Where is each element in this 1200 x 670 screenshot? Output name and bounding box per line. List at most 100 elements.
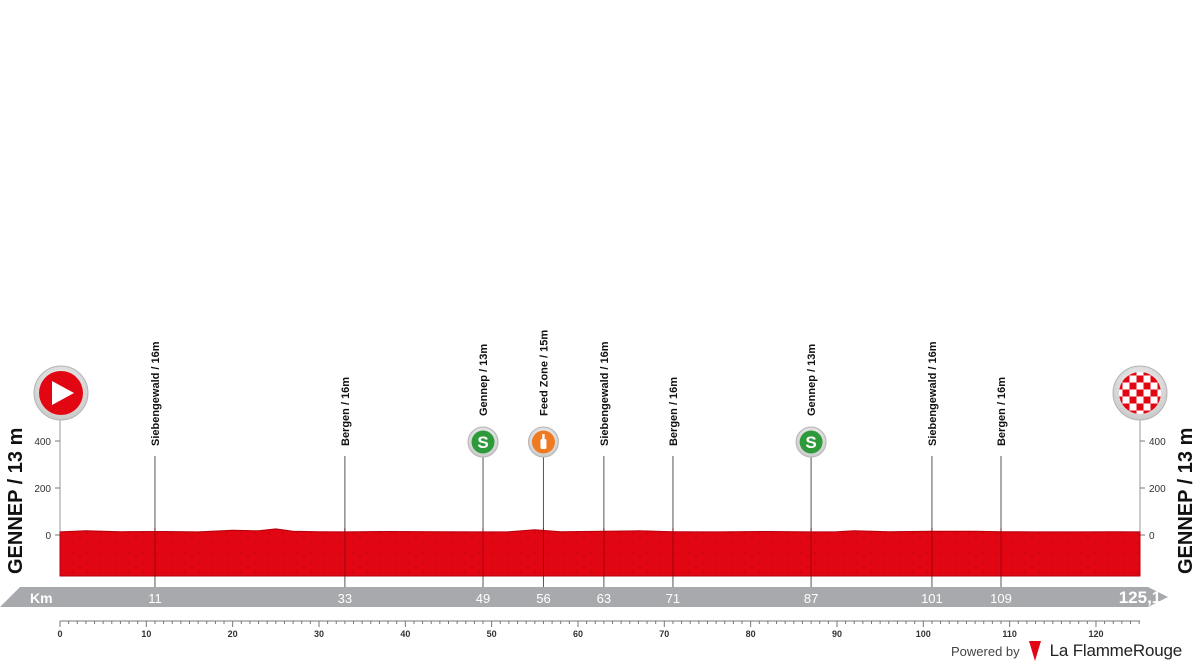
flamme-rouge-logo-icon: [1028, 641, 1041, 661]
checker-square: [1129, 389, 1137, 397]
checker-square: [1122, 382, 1130, 390]
feed-bottle-neck: [542, 434, 545, 439]
checker-square: [1129, 372, 1137, 376]
start-location-label: GENNEP / 13 m: [5, 428, 27, 574]
checker-square: [1119, 382, 1123, 390]
sprint-disc: [471, 430, 495, 454]
waypoint-km-label: 56: [536, 591, 550, 606]
right-y-tick-label: 200: [1149, 484, 1166, 495]
right-y-tick-label: 0: [1149, 531, 1155, 542]
checker-square: [1136, 375, 1144, 383]
checker-square: [1122, 396, 1130, 404]
checker-square: [1143, 403, 1151, 411]
start-marker-icon: [33, 365, 89, 421]
checker-square: [1136, 403, 1144, 411]
footer-credit: Powered by La FlammeRouge: [951, 638, 1182, 664]
x-tick-label: 110: [1002, 629, 1017, 639]
checker-square: [1119, 396, 1123, 404]
checker-square: [1143, 389, 1151, 397]
waypoint-km-label: 109: [990, 591, 1012, 606]
elevation-profile-area: [59, 528, 1141, 577]
km-unit-label: Km: [30, 590, 53, 606]
checker-square: [1143, 375, 1151, 383]
sprint-icon: S: [795, 426, 827, 458]
x-tick-label: 0: [57, 629, 62, 639]
waypoint-label: Bergen / 16m: [996, 377, 1008, 446]
checker-square: [1129, 382, 1137, 390]
checker-square: [1136, 410, 1144, 414]
x-tick-label: 40: [400, 629, 410, 639]
x-tick-label: 30: [314, 629, 324, 639]
checker-square: [1150, 403, 1158, 411]
waypoint-label: Gennep / 13m: [806, 344, 818, 416]
checker-square: [1136, 382, 1144, 390]
waypoint-km-label: 87: [804, 591, 818, 606]
checker-square: [1143, 382, 1151, 390]
brand-label: La FlammeRouge: [1049, 641, 1183, 660]
x-tick-label: 70: [659, 629, 669, 639]
checker-square: [1129, 410, 1137, 414]
waypoint-km-label: 33: [338, 591, 352, 606]
x-tick-label: 50: [487, 629, 497, 639]
start-marker-arrow: [52, 381, 74, 405]
feed-bottle-body: [540, 439, 547, 449]
waypoint-label: Feed Zone / 15m: [538, 330, 550, 416]
waypoint-km-label: 11: [148, 591, 162, 606]
sprint-icon: S: [467, 426, 499, 458]
checker-square: [1143, 372, 1151, 376]
checker-square: [1119, 389, 1123, 397]
waypoint-label: Gennep / 13m: [478, 344, 490, 416]
waypoint-km-label: 63: [597, 591, 611, 606]
left-y-tick-label: 200: [34, 484, 51, 495]
checker-square: [1157, 382, 1161, 390]
x-tick-label: 60: [573, 629, 583, 639]
checker-square: [1157, 389, 1161, 397]
checker-square: [1129, 375, 1137, 383]
checker-square: [1136, 396, 1144, 404]
checker-square: [1150, 389, 1158, 397]
distance-bar: [0, 587, 1168, 607]
powered-by-label: Powered by: [951, 643, 1020, 659]
waypoint-km-label: 49: [476, 591, 490, 606]
distance-bar-layer: Km 11 33 49 56 63 71 87 101 109 125,1: [0, 587, 1168, 607]
checker-square: [1129, 403, 1137, 411]
waypoint-label: Siebengewald / 16m: [927, 341, 939, 446]
x-tick-label: 10: [141, 629, 151, 639]
waypoint-km-label: 71: [666, 591, 680, 606]
checker-square: [1143, 396, 1151, 404]
sprint-letter: S: [805, 433, 816, 452]
profile-layer: [59, 528, 1141, 577]
x-tick-label: 120: [1088, 629, 1103, 639]
checker-square: [1143, 410, 1151, 414]
finish-location-label: GENNEP / 13 m: [1175, 428, 1197, 574]
left-y-tick-label: 400: [34, 437, 51, 448]
checker-square: [1136, 372, 1144, 376]
checker-square: [1150, 396, 1158, 404]
checker-square: [1136, 389, 1144, 397]
axes-layer: 0 0 200 200 400 400 0 10 20 30 40 50 60 70 80 90 100 110 1…: [34, 418, 1166, 639]
checker-square: [1150, 382, 1158, 390]
checker-square: [1157, 396, 1161, 404]
checker-square: [1150, 375, 1158, 383]
checker-square: [1122, 375, 1130, 383]
checker-square: [1122, 403, 1130, 411]
sprint-letter: S: [477, 433, 488, 452]
sprint-disc: [799, 430, 823, 454]
labels-layer: Siebengewald / 16m Bergen / 16m Gennep / 1…: [5, 330, 1197, 574]
x-tick-label: 20: [228, 629, 238, 639]
waypoint-label: Bergen / 16m: [668, 377, 680, 446]
x-tick-label: 80: [746, 629, 756, 639]
right-y-tick-label: 400: [1149, 437, 1166, 448]
feed-zone-icon: [527, 426, 559, 458]
waypoint-km-label: 101: [921, 591, 943, 606]
checker-square: [1122, 389, 1130, 397]
waypoint-label: Siebengewald / 16m: [150, 341, 162, 446]
waypoint-label: Siebengewald / 16m: [599, 341, 611, 446]
waypoint-label: Bergen / 16m: [340, 377, 352, 446]
left-y-tick-label: 0: [45, 531, 51, 542]
total-distance-label: 125,1: [1119, 588, 1162, 607]
checker-square: [1129, 396, 1137, 404]
finish-marker-icon: [1112, 365, 1168, 421]
